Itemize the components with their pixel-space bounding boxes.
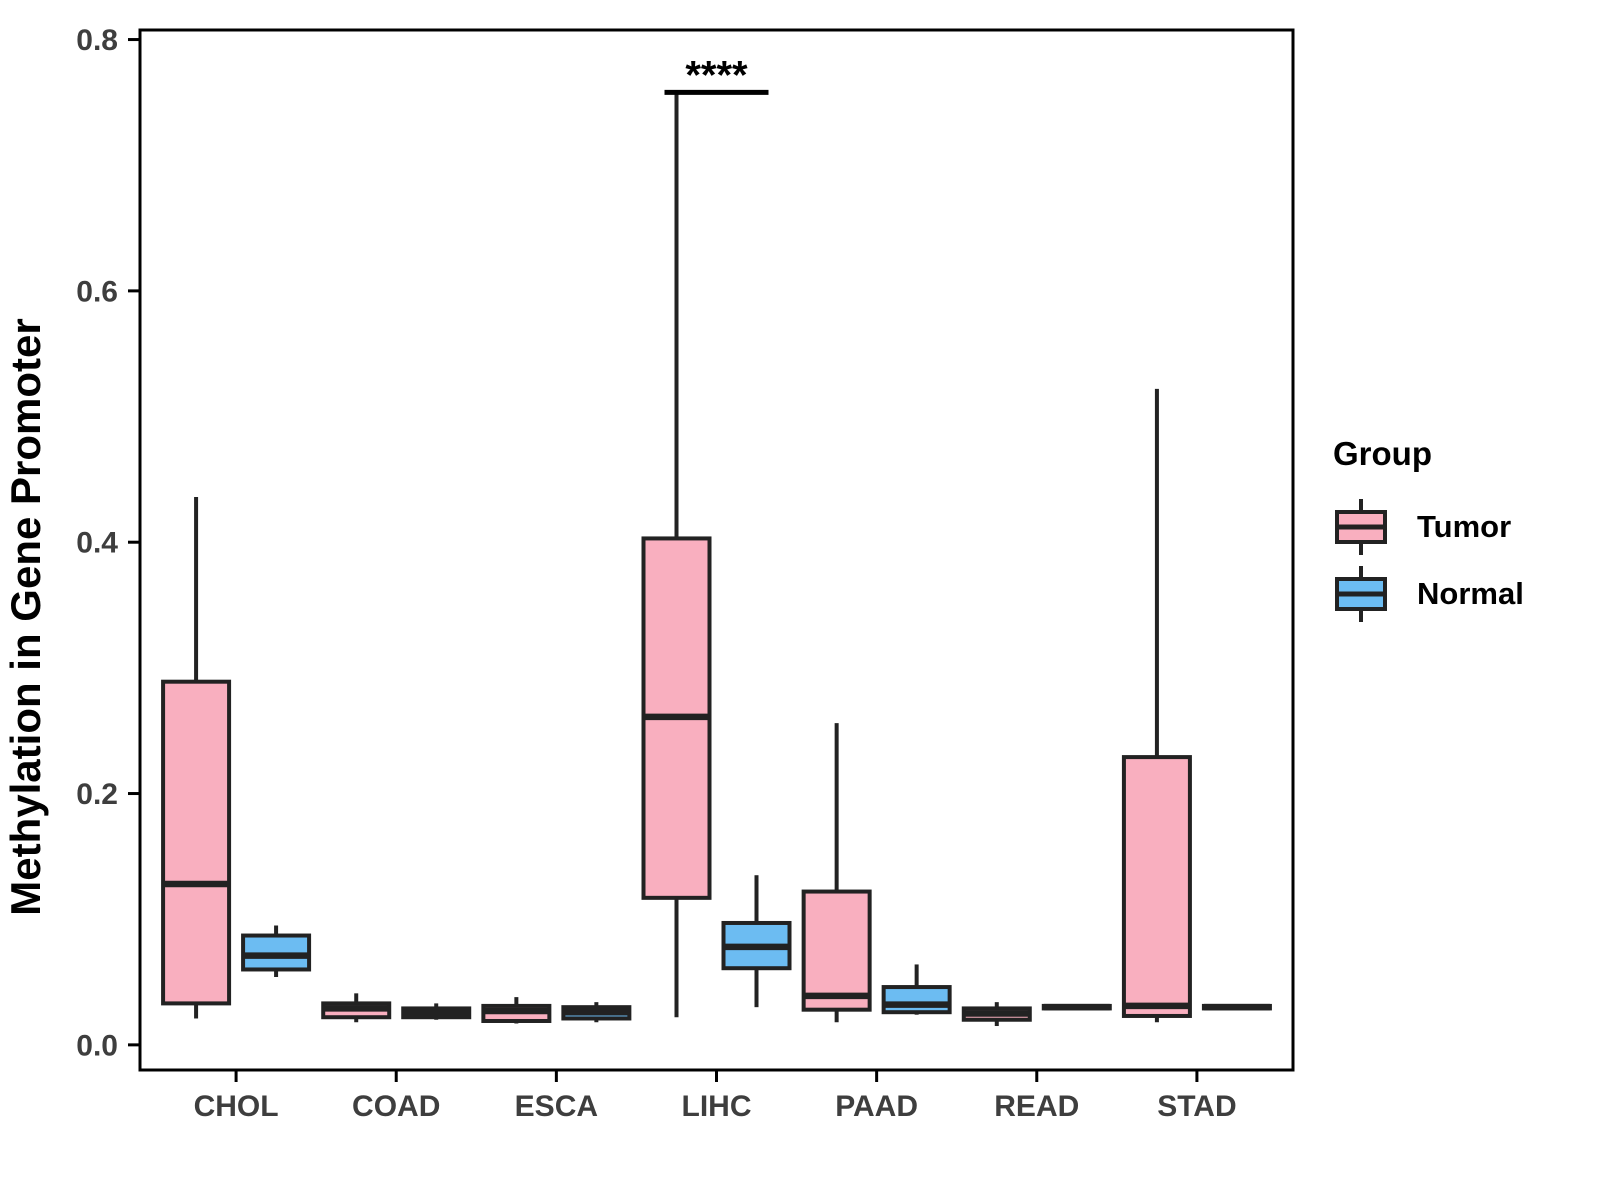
y-axis-title: Methylation in Gene Promoter xyxy=(2,318,49,915)
legend-label-normal: Normal xyxy=(1417,576,1524,611)
y-tick-label: 0.2 xyxy=(76,778,118,811)
legend-item-tumor: Tumor xyxy=(1333,497,1524,557)
x-tick-label-paad: PAAD xyxy=(835,1090,918,1123)
y-tick-label: 0.0 xyxy=(76,1029,118,1062)
legend-title: Group xyxy=(1333,435,1432,472)
legend-item-normal: Normal xyxy=(1333,564,1524,624)
y-tick-label: 0.6 xyxy=(76,275,118,308)
x-tick-label-coad: COAD xyxy=(352,1090,440,1123)
boxplot-tumor-stad-box xyxy=(1121,755,1192,1018)
significance-stars: **** xyxy=(685,53,748,97)
normal-boxplot-key-icon xyxy=(1335,566,1387,622)
legend-label-tumor: Tumor xyxy=(1417,509,1512,544)
tumor-boxplot-key-icon xyxy=(1335,499,1387,555)
legend: Group Tumor Normal xyxy=(1333,437,1524,624)
y-tick-label: 0.4 xyxy=(76,527,118,560)
panel-border xyxy=(138,28,1295,1072)
x-tick-label-lihc: LIHC xyxy=(682,1090,752,1123)
x-tick-label-stad: STAD xyxy=(1157,1090,1236,1123)
x-tick-label-read: READ xyxy=(994,1090,1079,1123)
boxplot-tumor-paad-box xyxy=(801,889,872,1012)
x-tick-label-esca: ESCA xyxy=(515,1090,598,1123)
y-tick-label: 0.8 xyxy=(76,24,118,57)
boxplot-normal-paad-box xyxy=(881,985,952,1015)
boxplot-tumor-chol-box xyxy=(161,679,232,1006)
x-tick-label-chol: CHOL xyxy=(194,1090,279,1123)
